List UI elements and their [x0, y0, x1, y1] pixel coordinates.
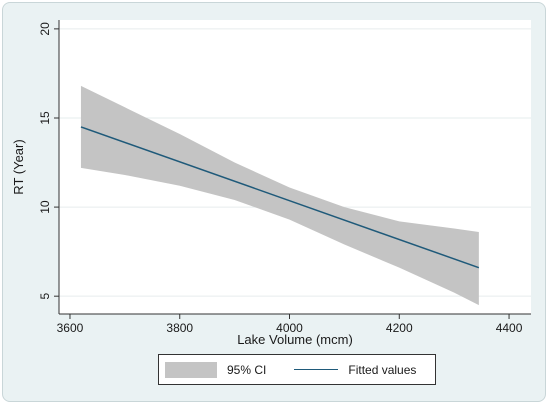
x-tick-label-3600: 3600	[57, 321, 84, 335]
ci-band	[80, 85, 479, 306]
x-tick-label-4400: 4400	[496, 321, 523, 335]
ci-band-layer	[80, 85, 479, 306]
y-tick-label-10: 10	[38, 200, 52, 214]
y-tick-label-20: 20	[38, 22, 52, 36]
fitted-line	[80, 126, 480, 269]
x-tick-label-3800: 3800	[166, 321, 193, 335]
x-tick-label-4000: 4000	[276, 321, 303, 335]
y-axis-label: RT (Year)	[11, 139, 26, 194]
chart-legend: 95% CI Fitted values	[158, 354, 436, 385]
fitted-line-swatch	[294, 369, 339, 370]
legend-item-ci: 95% CI	[159, 361, 267, 378]
legend-ci-label: 95% CI	[227, 362, 267, 377]
chart-canvas: 3600 3800 4000 4200 4400 5 10 15 20 Lake Volume…	[11, 20, 531, 347]
ci-swatch	[165, 361, 217, 378]
y-tick-label-5: 5	[38, 293, 52, 300]
legend-fitted-label: Fitted values	[348, 362, 417, 377]
fitted-line-layer	[80, 126, 480, 269]
x-tick-label-4200: 4200	[386, 321, 413, 335]
legend-item-fitted: Fitted values	[266, 363, 416, 377]
y-ticks: 5 10 15 20	[38, 22, 59, 300]
chart-figure: 3600 3800 4000 4200 4400 5 10 15 20 Lake Volume…	[2, 2, 546, 402]
x-axis-label: Lake Volume (mcm)	[237, 332, 353, 347]
x-ticks: 3600 3800 4000 4200 4400	[57, 314, 523, 335]
y-tick-label-15: 15	[38, 111, 52, 125]
